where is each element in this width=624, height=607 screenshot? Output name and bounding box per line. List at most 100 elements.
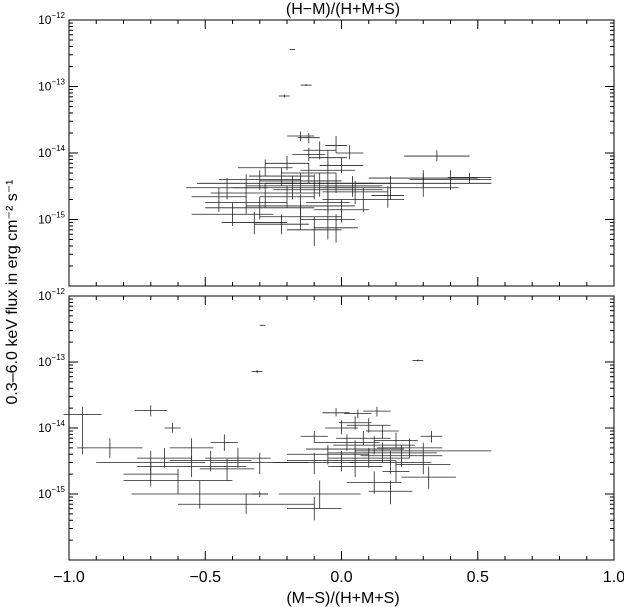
data-point <box>314 199 369 223</box>
x-tick-label: −0.5 <box>189 569 221 586</box>
data-point <box>134 405 168 417</box>
y-tick-exponent: −12 <box>51 287 65 296</box>
data-point <box>287 497 342 521</box>
data-point <box>447 173 492 184</box>
y-tick-exponent: −13 <box>51 78 65 87</box>
data-point <box>314 214 358 243</box>
data-point <box>205 191 287 215</box>
data-point <box>322 408 350 417</box>
data-point <box>273 452 356 475</box>
data-point <box>300 84 312 86</box>
y-tick-label: 10−12 <box>38 11 65 27</box>
data-point <box>303 141 337 160</box>
y-tick-label: 10−12 <box>38 287 65 303</box>
data-point <box>199 458 255 481</box>
data-point <box>366 425 399 439</box>
data-point <box>237 159 293 177</box>
data-point <box>169 450 252 472</box>
data-point <box>197 174 296 194</box>
data-point <box>289 49 296 50</box>
y-tick-label: 10−13 <box>38 353 65 369</box>
y-tick-exponent: −14 <box>51 419 65 428</box>
data-point <box>278 94 290 98</box>
y-tick-base: 10 <box>38 421 52 435</box>
data-point <box>300 431 328 443</box>
data-point <box>300 161 356 180</box>
data-point <box>338 416 372 430</box>
y-axis-label: 0.3–6.0 keV flux in erg cm⁻² s⁻¹ <box>4 180 21 405</box>
data-point <box>218 170 301 190</box>
data-point <box>123 468 233 494</box>
data-point <box>382 460 410 483</box>
data-point <box>210 452 309 475</box>
y-tick-base: 10 <box>38 289 52 303</box>
data-point <box>349 450 432 475</box>
data-point <box>322 187 405 212</box>
y-tick-base: 10 <box>38 146 52 160</box>
data-point <box>205 196 315 220</box>
data-point <box>246 174 383 200</box>
data-point <box>251 491 268 498</box>
data-point <box>404 150 470 162</box>
y-tick-exponent: −15 <box>51 211 65 220</box>
data-point <box>287 216 342 246</box>
data-point <box>178 494 315 514</box>
data-point <box>278 480 361 509</box>
data-point <box>169 438 214 459</box>
x-axis-label: (M−S)/(H+M+S) <box>286 590 399 607</box>
data-point <box>259 324 266 326</box>
data-point <box>191 187 247 212</box>
data-point <box>287 450 396 472</box>
data-point <box>420 431 443 443</box>
y-tick-base: 10 <box>38 213 52 227</box>
data-point <box>287 131 315 142</box>
data-point <box>325 420 358 435</box>
data-point <box>164 422 181 433</box>
y-tick-exponent: −14 <box>51 144 65 153</box>
x-tick-label: 0.5 <box>467 569 489 586</box>
y-tick-label: 10−15 <box>38 485 65 501</box>
data-point <box>186 178 268 200</box>
data-point <box>355 173 492 197</box>
data-point <box>251 369 263 374</box>
data-point <box>327 442 437 463</box>
y-tick-label: 10−15 <box>38 211 65 227</box>
data-point <box>325 176 380 197</box>
y-tick-exponent: −15 <box>51 485 65 494</box>
y-tick-base: 10 <box>38 355 52 369</box>
data-point <box>363 406 391 417</box>
data-point <box>344 409 372 419</box>
data-point <box>137 455 247 478</box>
data-point <box>287 445 369 465</box>
data-point <box>254 214 309 235</box>
data-point <box>259 185 315 208</box>
data-point <box>306 440 405 459</box>
y-tick-exponent: −13 <box>51 353 65 362</box>
y-tick-base: 10 <box>38 487 52 501</box>
data-point <box>319 157 364 174</box>
y-tick-exponent: −12 <box>51 11 65 20</box>
x-tick-label: 0.0 <box>330 569 352 586</box>
data-point <box>409 170 492 190</box>
data-point <box>300 205 356 240</box>
data-point <box>63 406 102 455</box>
data-point <box>360 445 443 467</box>
data-point <box>123 462 178 487</box>
data-point <box>210 183 320 208</box>
data-point <box>297 132 320 144</box>
data-point <box>376 438 443 459</box>
panel-top-title: (H−M)/(H+M+S) <box>286 1 400 18</box>
data-point <box>205 447 271 468</box>
data-point <box>346 471 402 494</box>
data-point <box>401 466 456 489</box>
data-point <box>281 163 337 184</box>
data-point <box>336 145 364 160</box>
y-tick-base: 10 <box>38 13 52 27</box>
data-point <box>322 180 388 205</box>
data-point <box>232 176 353 200</box>
data-point <box>374 432 418 448</box>
data-point <box>371 185 405 208</box>
y-tick-base: 10 <box>38 80 52 94</box>
